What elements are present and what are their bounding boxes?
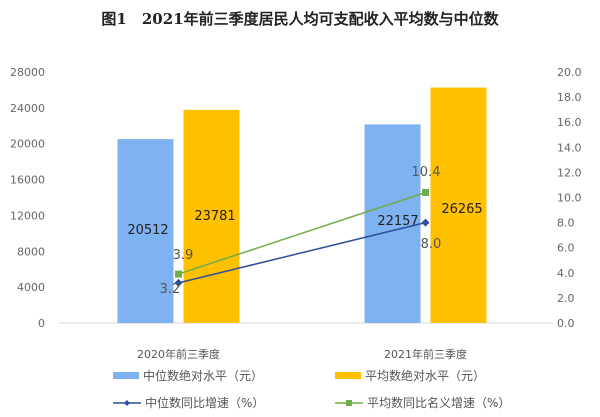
left-axis-tick-label: 28000 <box>10 66 45 79</box>
legend-item-mean-level: 平均数绝对水平（元） <box>335 367 485 384</box>
bar-data-label: 22157 <box>377 214 418 229</box>
right-axis-tick-label: 12.0 <box>557 166 582 179</box>
right-axis-tick-label: 10.0 <box>557 192 582 205</box>
line-data-label: 3.2 <box>160 282 181 297</box>
bar-data-label: 26265 <box>441 202 482 217</box>
category-label: 2020年前三季度 <box>137 347 220 361</box>
legend-line-marker <box>113 399 141 406</box>
legend-item-mean-growth: 平均数同比名义增速（%） <box>335 394 510 411</box>
left-axis-tick-label: 12000 <box>10 209 45 222</box>
bar <box>364 124 421 323</box>
right-axis-tick-label: 18.0 <box>557 91 582 104</box>
series-line <box>178 221 426 284</box>
line-point-marker <box>422 188 429 196</box>
left-axis-tick-label: 24000 <box>10 102 45 115</box>
legend-swatch <box>113 372 139 379</box>
bar <box>430 87 487 323</box>
left-axis-tick-label: 4000 <box>17 281 45 294</box>
left-axis-tick-label: 0 <box>38 317 45 330</box>
line-point-marker <box>421 218 430 227</box>
right-axis-tick-label: 14.0 <box>557 141 582 154</box>
right-axis-tick-label: 0.0 <box>557 317 575 330</box>
chart-title: 图1 2021年前三季度居民人均可支配收入平均数与中位数 <box>101 10 499 28</box>
legend-swatch <box>335 372 361 379</box>
right-axis-tick-label: 2.0 <box>557 292 575 305</box>
bar <box>183 109 240 324</box>
legend-line-marker <box>335 399 363 406</box>
left-axis-tick-label: 20000 <box>10 138 45 151</box>
legend-label: 中位数绝对水平（元） <box>143 369 264 383</box>
line-data-label: 10.4 <box>412 165 441 180</box>
line-data-label: 3.9 <box>173 248 194 263</box>
line-data-label: 8.0 <box>421 237 442 252</box>
right-axis-tick-label: 20.0 <box>557 66 582 79</box>
legend-item-median-growth: 中位数同比增速（%） <box>113 394 264 411</box>
category-label: 2021年前三季度 <box>384 347 467 361</box>
legend-label: 平均数绝对水平（元） <box>365 369 486 383</box>
right-axis-tick-label: 16.0 <box>557 116 582 129</box>
legend-label: 中位数同比增速（%） <box>145 396 265 410</box>
left-axis-tick-label: 8000 <box>17 245 45 258</box>
left-axis-tick-label: 16000 <box>10 174 45 187</box>
right-axis-tick-label: 8.0 <box>557 217 575 230</box>
line-point-marker <box>174 278 183 287</box>
legend-label: 平均数同比名义增速（%） <box>367 396 511 410</box>
right-axis-tick-label: 4.0 <box>557 267 575 280</box>
series-line <box>178 191 426 275</box>
line-point-marker <box>175 270 182 278</box>
bar-data-label: 23781 <box>194 209 235 224</box>
bar <box>117 139 174 323</box>
right-axis-tick-label: 6.0 <box>557 242 575 255</box>
bar-data-label: 20512 <box>127 223 168 238</box>
legend-item-median-level: 中位数绝对水平（元） <box>113 367 263 384</box>
